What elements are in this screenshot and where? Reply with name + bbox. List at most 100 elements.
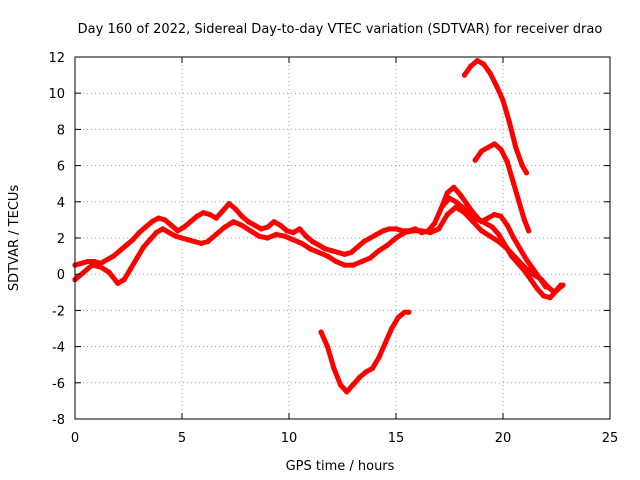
trace-main-lower-point [367,255,373,261]
trace-high-10-point [494,83,500,89]
x-tick-label: 10 [281,431,298,446]
x-tick-label: 15 [388,431,405,446]
trace-main-upper-point [284,228,290,234]
trace-main-upper-point [367,235,373,241]
trace-main-lower-point [273,231,279,237]
trace-high-10-point [461,72,468,78]
trace-main-upper-point [297,226,303,232]
trace-main-upper-point [271,219,277,225]
trace-high-10-point [500,97,506,103]
trace-main-upper-point [155,215,162,221]
trace-main-upper-point [188,219,194,225]
trace-main-upper-point [136,230,142,236]
trace-main-lower-point [558,282,564,288]
trace-main-lower-point [436,226,442,232]
trace-high-10-point [487,70,493,76]
trace-high-7 [472,141,532,234]
trace-main-lower-point [140,244,147,250]
trace-main-lower-point [173,233,179,239]
trace-dip-point [337,382,343,388]
trace-high-7-point [526,228,532,234]
trace-main-upper-point [534,286,540,292]
trace-main-upper-point [290,230,296,236]
x-tick-label: 25 [602,431,619,446]
trace-main-upper-point [104,257,110,263]
trace-main-upper-point [361,239,367,245]
trace-main-upper-point [220,208,226,214]
trace-main-upper-point [200,210,206,216]
trace-main-upper-point [162,217,168,223]
trace-main-upper-point [322,246,328,252]
trace-main-lower-point [147,237,153,243]
trace-main-lower-point [410,228,416,234]
y-ticks: -8 -6 -4 -2 0 2 4 6 8 10 12 [48,51,610,428]
trace-main-upper-point [143,224,149,230]
trace-main-upper-point [387,226,393,232]
trace-high-7-point [511,181,517,187]
trace-main-upper-point [431,220,438,227]
trace-main-upper-point [252,222,258,228]
trace-main-upper-point [265,224,271,230]
trace-main-lower-point [106,269,112,275]
trace-main-upper-point [130,237,136,243]
trace-high-7-point [521,217,528,223]
trace-main-lower-point [256,233,262,239]
trace-main-lower-point [444,211,450,218]
y-tick-label: 0 [57,268,65,283]
series-layer [72,58,566,395]
trace-main-lower-point [393,235,399,241]
trace-main-upper-point [149,219,155,225]
trace-high-10 [462,58,529,176]
x-tick-label: 20 [495,431,512,446]
trace-overlap-point [485,215,491,221]
trace-dip-point [363,369,369,375]
trace-main-lower-point [551,289,558,295]
x-axis-label: GPS time / hours [286,459,395,474]
trace-dip-point [395,315,401,321]
trace-main-lower-point [153,230,159,236]
trace-main-upper-point [464,201,470,207]
trace-main-lower-point [359,258,365,265]
trace-main-lower-point [128,266,134,272]
trace-dip-point [402,309,408,315]
trace-high-10-point [519,163,525,169]
trace-dip-point [318,329,324,335]
x-ticks: 0 5 10 15 20 25 [71,57,618,446]
trace-high-10-point [513,144,519,151]
trace-main-upper-point [457,192,463,198]
trace-main-upper-point [329,248,335,254]
trace-dip-point [324,344,331,350]
trace-main-lower-point [290,237,296,243]
trace-dip-point [406,309,412,315]
gridlines [75,57,610,419]
trace-main-upper-point [207,211,213,218]
trace-dip-point [389,325,395,332]
trace-main-lower-point [402,230,408,236]
trace-main-upper-point [316,242,322,248]
trace-main-lower-point [496,239,502,245]
trace-main-upper-point [374,231,380,237]
trace-main-upper-point [348,249,354,256]
trace-main-upper-point [168,222,174,228]
trace-main-lower-point [98,264,104,270]
trace-main-lower-point [487,233,493,239]
y-tick-label: 10 [48,87,65,102]
trace-main-lower-point [316,249,322,256]
trace-main-lower-point [504,246,510,252]
trace-main-lower-point [513,255,519,261]
trace-overlap-point [466,210,472,216]
y-axis-label: SDTVAR / TECUs [7,185,22,292]
trace-main-upper-point [78,260,84,266]
y-tick-label: 6 [57,160,65,175]
y-tick-label: -8 [52,413,65,428]
trace-main-upper-point [342,251,348,257]
y-tick-label: 8 [57,123,65,138]
trace-main-upper-point [354,244,361,250]
trace-overlap-point [536,275,543,281]
trace-main-upper-point [541,293,547,299]
trace-main-upper-point [181,224,187,230]
trace-main-lower-point [384,242,390,248]
y-tick-label: 4 [57,196,65,211]
trace-main-upper-point [547,295,553,301]
